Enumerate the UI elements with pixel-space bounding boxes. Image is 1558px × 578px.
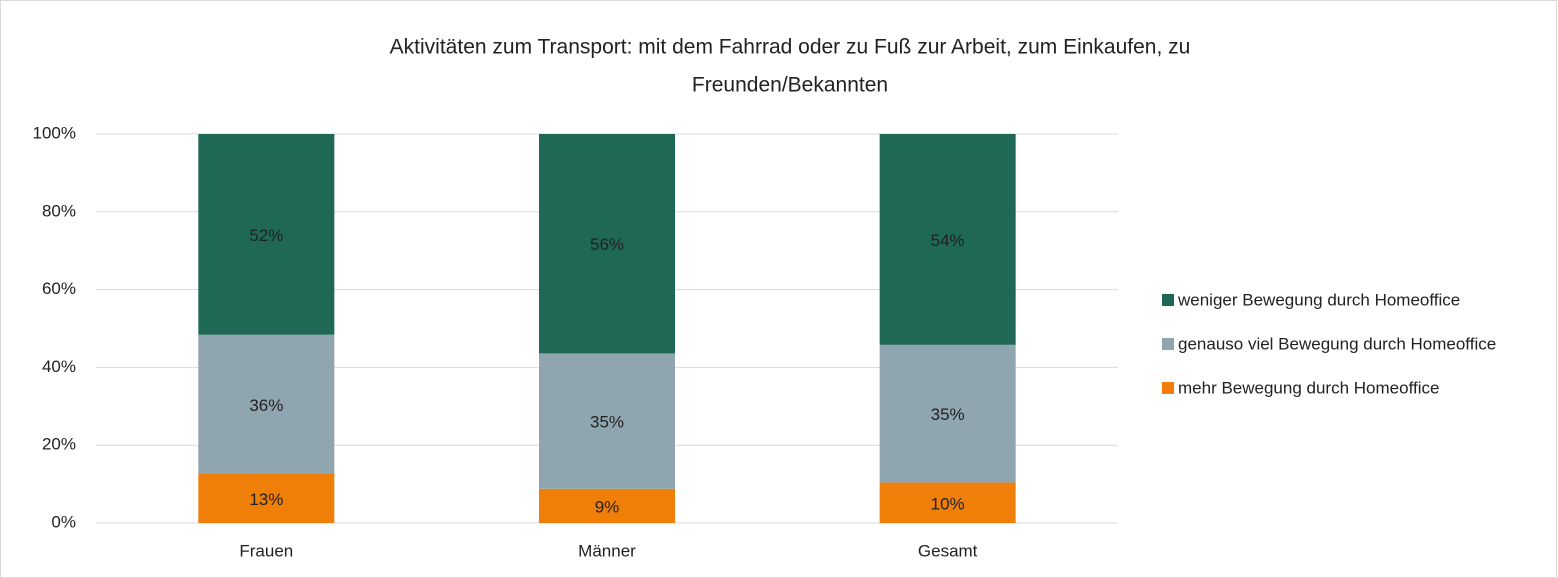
data-label: 56% (590, 235, 624, 254)
x-tick-label: Frauen (239, 541, 293, 560)
y-tick-label: 0% (51, 512, 76, 531)
bar-segment (539, 488, 675, 523)
legend-label: mehr Bewegung durch Homeoffice (1178, 378, 1439, 397)
bar-segment (198, 473, 335, 523)
chart-title: Freunden/Bekannten (692, 74, 888, 97)
y-tick-label: 100% (33, 123, 76, 142)
y-tick-label: 20% (42, 435, 76, 454)
data-label: 54% (931, 231, 965, 250)
bar-segment (879, 134, 1016, 345)
bar-segment (198, 134, 335, 335)
legend-swatch (1162, 338, 1174, 350)
legend-swatch (1162, 382, 1174, 394)
legend-label: genauso viel Bewegung durch Homeoffice (1178, 334, 1496, 353)
data-label: 36% (249, 396, 283, 415)
bar-segment (539, 134, 675, 354)
data-label: 52% (249, 226, 283, 245)
y-tick-label: 80% (42, 201, 76, 220)
data-label: 13% (249, 490, 283, 509)
chart-title: Aktivitäten zum Transport: mit dem Fahrr… (390, 36, 1191, 59)
data-label: 9% (595, 497, 620, 516)
bar-segment (539, 353, 675, 489)
legend-label: weniger Bewegung durch Homeoffice (1177, 290, 1460, 309)
legend-swatch (1162, 294, 1174, 306)
data-label: 10% (931, 494, 965, 513)
data-label: 35% (590, 413, 624, 432)
bar-segment (879, 344, 1016, 483)
x-tick-label: Männer (578, 541, 636, 560)
y-tick-label: 40% (42, 357, 76, 376)
bar-segment (198, 334, 335, 474)
y-tick-label: 60% (42, 279, 76, 298)
x-tick-label: Gesamt (918, 541, 978, 560)
data-label: 35% (931, 405, 965, 424)
bar-segment (879, 482, 1016, 523)
